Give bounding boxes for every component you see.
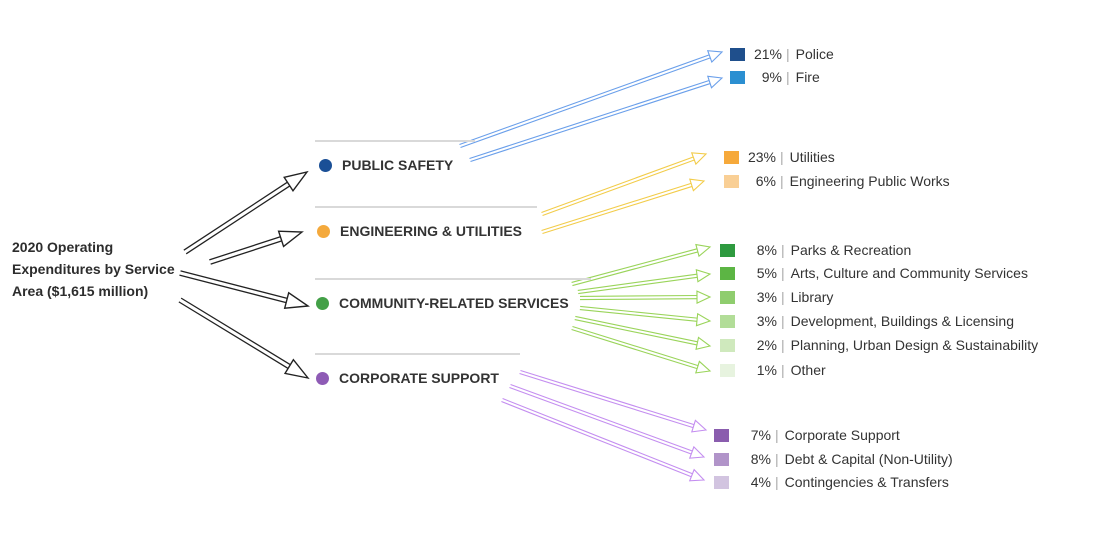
arrow-to-arts-culture: [577, 269, 712, 295]
item-percent: 4%: [750, 474, 771, 490]
swatch-icon: [724, 150, 739, 164]
category-divider: [315, 353, 520, 355]
leaf-item-arts-culture: 5% | Arts, Culture and Community Services: [720, 264, 1028, 282]
category-divider: [315, 140, 475, 142]
category-dot-icon: [317, 224, 330, 238]
item-label: Parks & Recreation: [790, 242, 912, 258]
category-label: CORPORATE SUPPORT: [339, 370, 499, 386]
arrow-to-engineering-public-works: [541, 178, 706, 235]
arrow-to-debt-capital: [509, 383, 706, 459]
swatch-icon: [714, 428, 729, 442]
leaf-item-planning-urban-design: 2% | Planning, Urban Design & Sustainabil…: [720, 336, 1038, 354]
item-label: Police: [795, 46, 834, 62]
arrow-to-utilities: [541, 152, 708, 217]
category-public-safety: PUBLIC SAFETY: [315, 140, 475, 176]
leaf-item-police: 21% | Police: [730, 45, 834, 63]
root-title-line-3: Area ($1,615 million): [12, 283, 149, 299]
swatch-icon: [720, 363, 735, 377]
leaf-item-corporate-support: 7% | Corporate Support: [714, 426, 900, 444]
item-label: Engineering Public Works: [789, 173, 950, 189]
item-percent: 1%: [756, 362, 777, 378]
category-divider: [315, 278, 591, 280]
swatch-icon: [720, 338, 735, 352]
item-percent: 23%: [747, 149, 776, 165]
item-label: Library: [790, 289, 834, 305]
item-percent: 8%: [750, 451, 771, 467]
category-label: ENGINEERING & UTILITIES: [340, 223, 523, 239]
leaf-item-development-buildings: 3% | Development, Buildings & Licensing: [720, 312, 1014, 330]
category-community-related-services: COMMUNITY-RELATED SERVICES: [315, 278, 591, 314]
leaf-item-fire: 9% | Fire: [730, 68, 820, 86]
arrow-to-other: [571, 325, 712, 374]
leaf-item-utilities: 23% | Utilities: [724, 148, 835, 166]
category-divider: [315, 206, 537, 208]
arrow-to-police: [459, 50, 724, 149]
item-percent: 5%: [756, 265, 777, 281]
swatch-icon: [714, 452, 729, 466]
swatch-icon: [720, 266, 735, 280]
category-dot-icon: [319, 158, 332, 172]
category-engineering-utilities: ENGINEERING & UTILITIES: [315, 206, 537, 242]
leaf-item-engineering-public-works: 6% | Engineering Public Works: [724, 172, 950, 190]
item-percent: 8%: [756, 242, 777, 258]
arrow-to-planning-urban-design: [574, 315, 712, 350]
leaf-item-debt-capital: 8% | Debt & Capital (Non-Utility): [714, 450, 953, 468]
arrow-to-development-buildings: [579, 305, 712, 327]
item-label: Corporate Support: [784, 427, 900, 443]
root-title-line-2: Expenditures by Service: [12, 261, 175, 277]
item-label: Arts, Culture and Community Services: [790, 265, 1028, 281]
swatch-icon: [714, 475, 729, 489]
category-corporate-support: CORPORATE SUPPORT: [315, 353, 520, 389]
root-node-title: 2020 Operating Expenditures by Service A…: [12, 236, 212, 302]
item-label: Fire: [795, 69, 820, 85]
category-label: COMMUNITY-RELATED SERVICES: [339, 295, 569, 311]
root-arrow-community-services: [179, 270, 310, 310]
root-arrow-public-safety: [183, 170, 309, 255]
item-label: Development, Buildings & Licensing: [790, 313, 1014, 329]
swatch-icon: [720, 314, 735, 328]
arrow-to-library: [579, 290, 712, 304]
item-percent: 21%: [753, 46, 782, 62]
item-label: Utilities: [789, 149, 835, 165]
arrow-to-parks-recreation: [571, 243, 712, 287]
leaf-item-parks-recreation: 8% | Parks & Recreation: [720, 241, 911, 259]
swatch-icon: [724, 174, 739, 188]
swatch-icon: [730, 47, 745, 61]
item-percent: 9%: [761, 69, 782, 85]
item-label: Debt & Capital (Non-Utility): [784, 451, 953, 467]
item-percent: 6%: [755, 173, 776, 189]
arrow-to-contingencies-transfers: [501, 398, 706, 482]
leaf-item-other: 1% | Other: [720, 361, 826, 379]
item-label: Other: [790, 362, 826, 378]
item-percent: 7%: [750, 427, 771, 443]
leaf-item-contingencies-transfers: 4% | Contingencies & Transfers: [714, 473, 949, 491]
swatch-icon: [730, 70, 745, 84]
swatch-icon: [720, 243, 735, 257]
root-arrow-corporate-support: [178, 297, 310, 380]
arrow-to-corporate-support: [519, 369, 708, 433]
category-dot-icon: [316, 371, 329, 385]
category-label: PUBLIC SAFETY: [342, 157, 454, 173]
leaf-item-library: 3% | Library: [720, 288, 833, 306]
category-dot-icon: [316, 296, 329, 310]
item-label: Planning, Urban Design & Sustainability: [790, 337, 1039, 353]
item-percent: 3%: [756, 313, 777, 329]
root-arrow-engineering-utilities: [209, 230, 304, 265]
root-title-line-1: 2020 Operating: [12, 239, 114, 255]
item-label: Contingencies & Transfers: [784, 474, 949, 490]
item-percent: 2%: [756, 337, 777, 353]
swatch-icon: [720, 290, 735, 304]
item-percent: 3%: [756, 289, 777, 305]
arrow-to-fire: [469, 75, 724, 163]
